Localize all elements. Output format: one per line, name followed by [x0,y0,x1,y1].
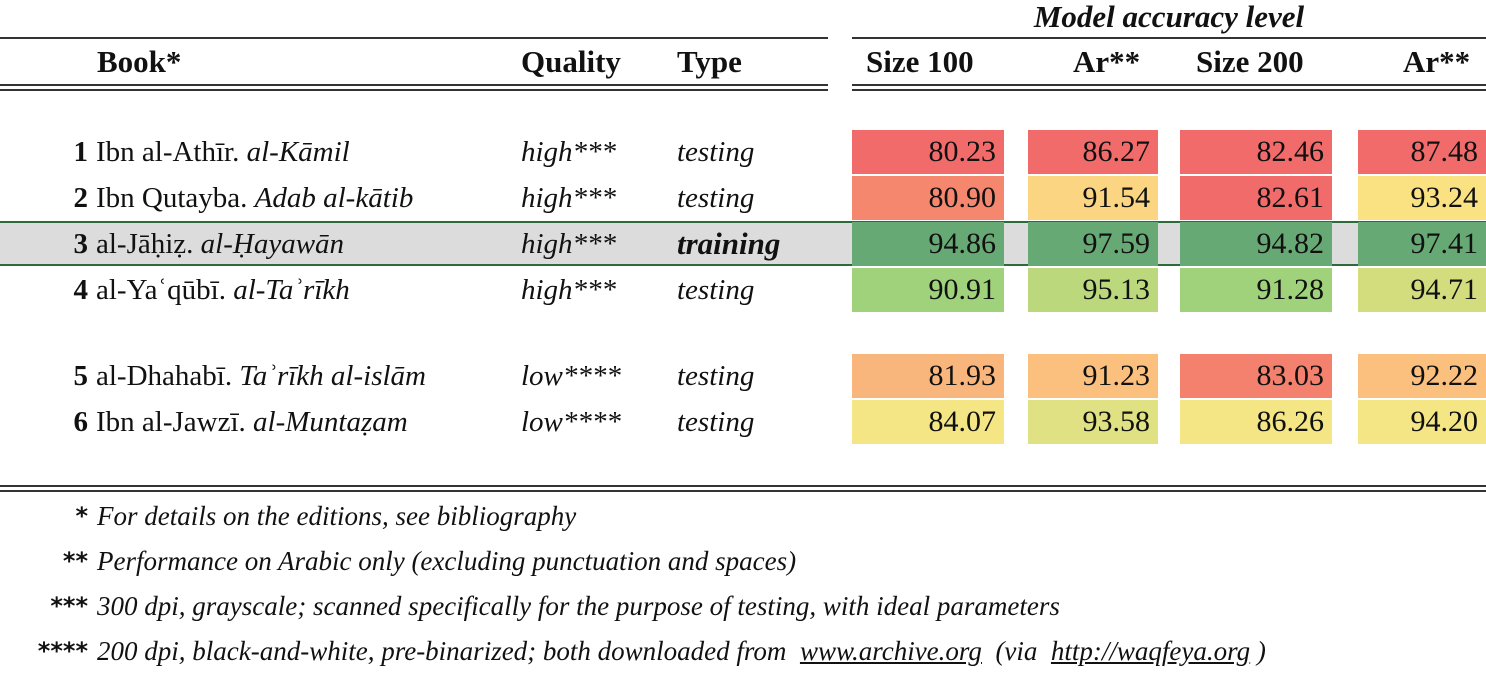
footnote-text-mid: (via [995,636,1038,666]
row-number: 4 [73,274,89,306]
quality-cell: low**** [521,406,621,438]
col-header-type: Type [677,44,742,79]
quality-cell: high*** [521,228,617,260]
value-size200: 91.28 [1180,268,1332,312]
book-title: al-Kāmil [246,136,350,168]
quality-cell: high*** [521,136,617,168]
footnote-mark: **** [37,637,88,665]
footnote-text: For details on the editions, see bibliog… [97,501,577,531]
footnote: *** 300 dpi, grayscale; scanned specific… [0,584,1486,628]
col-header-quality: Quality [521,44,621,79]
value-size100: 80.90 [852,176,1004,220]
table-row: 1 Ibn al-Athīr. al-Kāmil high*** testing… [0,130,1486,174]
value-size100: 80.23 [852,130,1004,174]
book-cell: al-Yaʿqūbī. al-Taʾrīkh [96,268,350,312]
footnote-mark: * [75,502,88,530]
waqfeya-link[interactable]: http://waqfeya.org [1050,636,1251,666]
value-ar1: 91.54 [1028,176,1158,220]
value-ar1: 86.27 [1028,130,1158,174]
value-size100: 84.07 [852,400,1004,444]
value-ar1: 97.59 [1028,222,1158,266]
value-size100: 81.93 [852,354,1004,398]
book-author: Ibn al-Jawzī. [96,406,246,438]
header-rule-right-b [852,89,1486,91]
value-size100: 90.91 [852,268,1004,312]
book-title: Taʾrīkh al-islām [239,360,426,392]
footnote-text: 300 dpi, grayscale; scanned specifically… [97,591,1060,621]
value-size200: 94.82 [1180,222,1332,266]
footer-rule-a [0,485,1486,487]
footnote: * For details on the editions, see bibli… [0,494,1486,538]
table-row: 5 al-Dhahabī. Taʾrīkh al-islām low**** t… [0,354,1486,398]
quality-cell: high*** [521,274,617,306]
row-number: 2 [73,182,89,214]
value-ar2: 94.71 [1358,268,1486,312]
table-row: 3 al-Jāḥiẓ. al-Ḥayawān high*** training … [0,222,1486,266]
book-cell: Ibn Qutayba. Adab al-kātib [96,176,413,220]
book-title: Adab al-kātib [254,182,414,214]
archive-link[interactable]: www.archive.org [799,636,982,666]
header-rule-right-a [852,84,1486,86]
type-cell: testing [677,406,755,438]
header-rule-left-a [0,84,828,86]
footnote-text-with-links: 200 dpi, black-and-white, pre-binarized;… [97,629,1266,673]
quality-cell: low**** [521,360,621,392]
table-row: 6 Ibn al-Jawzī. al-Muntaẓam low**** test… [0,400,1486,444]
value-ar2: 93.24 [1358,176,1486,220]
value-ar2: 87.48 [1358,130,1486,174]
footnote-mark: *** [50,592,88,620]
value-ar2: 94.20 [1358,400,1486,444]
value-ar1: 91.23 [1028,354,1158,398]
value-size200: 83.03 [1180,354,1332,398]
table-row: 4 al-Yaʿqūbī. al-Taʾrīkh high*** testing… [0,268,1486,312]
book-cell: al-Jāḥiẓ. al-Ḥayawān [96,222,344,266]
col-header-ar2: Ar** [1403,44,1471,79]
value-ar2: 92.22 [1358,354,1486,398]
table-row: 2 Ibn Qutayba. Adab al-kātib high*** tes… [0,176,1486,220]
book-title: al-Ḥayawān [200,228,345,260]
value-size200: 82.61 [1180,176,1332,220]
header-rule-left-b [0,89,828,91]
col-header-size100: Size 100 [866,44,974,79]
type-cell: testing [677,274,755,306]
value-ar2: 97.41 [1358,222,1486,266]
footnote-text: Performance on Arabic only (excluding pu… [97,546,797,576]
super-header-model-accuracy: Model accuracy level [1033,0,1305,34]
value-size100: 94.86 [852,222,1004,266]
book-cell: al-Dhahabī. Taʾrīkh al-islām [96,354,426,398]
type-cell: training [677,226,781,261]
book-author: Ibn al-Athīr. [96,136,240,168]
footnote: **** 200 dpi, black-and-white, pre-binar… [0,629,1486,673]
quality-cell: high*** [521,182,617,214]
value-size200: 82.46 [1180,130,1332,174]
top-rule-right [852,37,1486,39]
type-cell: testing [677,136,755,168]
book-title: al-Muntaẓam [253,406,408,438]
row-number: 1 [73,136,89,168]
value-size200: 86.26 [1180,400,1332,444]
book-title: al-Taʾrīkh [233,274,350,306]
row-number: 6 [73,406,89,438]
col-header-ar1: Ar** [1073,44,1141,79]
type-cell: testing [677,182,755,214]
footnote-text: 200 dpi, black-and-white, pre-binarized;… [97,636,787,666]
col-header-size200: Size 200 [1196,44,1304,79]
footer-rule-b [0,490,1486,492]
value-ar1: 93.58 [1028,400,1158,444]
footnote-mark: ** [62,547,88,575]
book-author: Ibn Qutayba. [96,182,248,214]
book-author: al-Dhahabī. [96,360,233,392]
type-cell: testing [677,360,755,392]
book-cell: Ibn al-Jawzī. al-Muntaẓam [96,400,408,444]
row-number: 5 [73,360,89,392]
value-ar1: 95.13 [1028,268,1158,312]
footnote-text-end: ) [1256,636,1266,666]
book-author: al-Jāḥiẓ. [96,228,194,260]
top-rule-left [0,37,828,39]
book-cell: Ibn al-Athīr. al-Kāmil [96,130,350,174]
book-author: al-Yaʿqūbī. [96,274,226,306]
col-header-book: Book* [97,44,182,79]
footnote: ** Performance on Arabic only (excluding… [0,539,1486,583]
row-number: 3 [73,228,89,260]
